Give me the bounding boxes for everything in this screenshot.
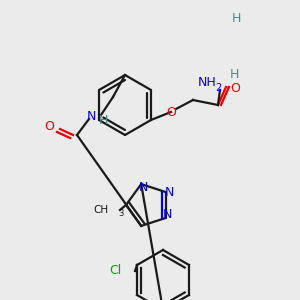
Text: N: N	[86, 110, 96, 124]
Text: H: H	[232, 11, 242, 25]
Text: H: H	[98, 115, 108, 128]
Text: NH: NH	[198, 76, 217, 89]
Text: O: O	[230, 82, 240, 95]
Text: N: N	[139, 181, 148, 194]
Text: Cl: Cl	[109, 265, 121, 278]
Text: N: N	[165, 186, 175, 199]
Text: O: O	[166, 106, 176, 118]
Text: O: O	[44, 121, 54, 134]
Text: 3: 3	[118, 208, 123, 217]
Text: N: N	[163, 208, 172, 221]
Text: 2: 2	[215, 83, 221, 93]
Text: H: H	[230, 68, 239, 82]
Text: CH: CH	[93, 205, 108, 215]
